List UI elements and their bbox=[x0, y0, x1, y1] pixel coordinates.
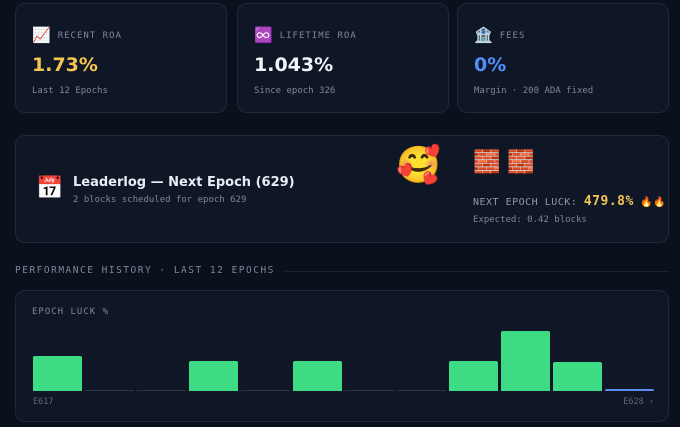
leaderlog-sub: 2 blocks scheduled for epoch 629 bbox=[73, 195, 247, 205]
x-tick-label: E628 › bbox=[623, 397, 654, 407]
stat-label-row: 📈 RECENT ROA bbox=[32, 26, 122, 44]
stat-label-row: ♾️ LIFETIME ROA bbox=[254, 26, 357, 44]
fire-icons: 🔥🔥 bbox=[640, 197, 667, 208]
stat-icon: 🏦 bbox=[474, 26, 494, 44]
block-icons: 🧱 🧱 bbox=[473, 150, 535, 175]
x-tick-label: E617 bbox=[33, 397, 54, 407]
bar bbox=[449, 361, 498, 391]
bar bbox=[189, 361, 238, 391]
bar bbox=[501, 331, 550, 391]
bar bbox=[397, 390, 446, 391]
calendar-icon: 📅 bbox=[36, 176, 64, 201]
luck-label: NEXT EPOCH LUCK: bbox=[473, 197, 578, 208]
stat-value: 1.043% bbox=[254, 54, 334, 76]
section-title: PERFORMANCE HISTORY · LAST 12 EPOCHS bbox=[15, 265, 275, 276]
stat-icon: 📈 bbox=[32, 26, 52, 44]
stat-icon: ♾️ bbox=[254, 26, 274, 44]
section-rule bbox=[285, 271, 669, 272]
luck-value: 479.8% bbox=[583, 194, 634, 209]
bar bbox=[553, 361, 602, 391]
chart-card: EPOCH LUCK % E617 E628 › bbox=[15, 290, 669, 422]
stat-label: FEES bbox=[499, 31, 526, 41]
expected-blocks: Expected: 0.42 blocks bbox=[473, 215, 587, 225]
stat-label-row: 🏦 FEES bbox=[474, 26, 525, 44]
leaderlog-title: Leaderlog — Next Epoch (629) bbox=[73, 175, 295, 190]
mascot: 🥰 bbox=[396, 145, 441, 186]
bar bbox=[137, 390, 186, 391]
bar bbox=[605, 388, 654, 391]
bar bbox=[293, 361, 342, 391]
stat-label: LIFETIME ROA bbox=[279, 31, 357, 41]
bar bbox=[345, 390, 394, 391]
chart-title: EPOCH LUCK % bbox=[32, 307, 110, 317]
stat-value: 0% bbox=[474, 54, 507, 76]
stat-card: 📈 RECENT ROA 1.73% Last 12 Epochs bbox=[15, 3, 227, 113]
stat-card: ♾️ LIFETIME ROA 1.043% Since epoch 326 bbox=[237, 3, 449, 113]
bar bbox=[241, 390, 290, 391]
leaderlog-card: 📅 Leaderlog — Next Epoch (629) 2 blocks … bbox=[15, 135, 669, 243]
bar bbox=[33, 355, 82, 391]
stat-label: RECENT ROA bbox=[57, 31, 122, 41]
bar bbox=[85, 390, 134, 391]
luck-row: NEXT EPOCH LUCK: 479.8% 🔥🔥 bbox=[473, 194, 666, 209]
stat-sub: Last 12 Epochs bbox=[32, 86, 108, 96]
stat-card: 🏦 FEES 0% Margin · 200 ADA fixed bbox=[457, 3, 669, 113]
stat-sub: Margin · 200 ADA fixed bbox=[474, 86, 594, 96]
stat-value: 1.73% bbox=[32, 54, 98, 76]
stat-sub: Since epoch 326 bbox=[254, 86, 336, 96]
